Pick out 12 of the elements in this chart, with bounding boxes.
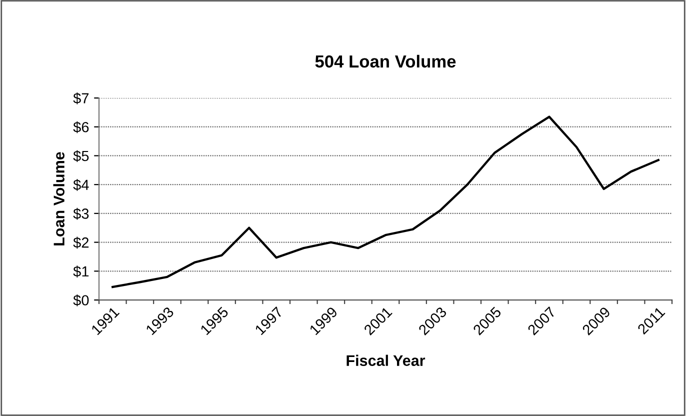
line-series xyxy=(112,116,660,288)
y-tick-label: $3 xyxy=(73,208,89,220)
y-axis-title: Loan Volume xyxy=(53,152,64,246)
y-tick-label: $6 xyxy=(73,121,89,134)
chart-title: 504 Loan Volume xyxy=(315,54,456,68)
y-tick-label: $4 xyxy=(73,179,89,191)
y-tick-label: $7 xyxy=(73,92,89,104)
x-axis-title: Fiscal Year xyxy=(346,354,426,366)
y-tick-label: $1 xyxy=(73,266,89,278)
y-tick-label: $2 xyxy=(73,236,89,249)
y-tick-label: $0 xyxy=(73,294,89,306)
y-tick-label: $5 xyxy=(73,150,89,162)
